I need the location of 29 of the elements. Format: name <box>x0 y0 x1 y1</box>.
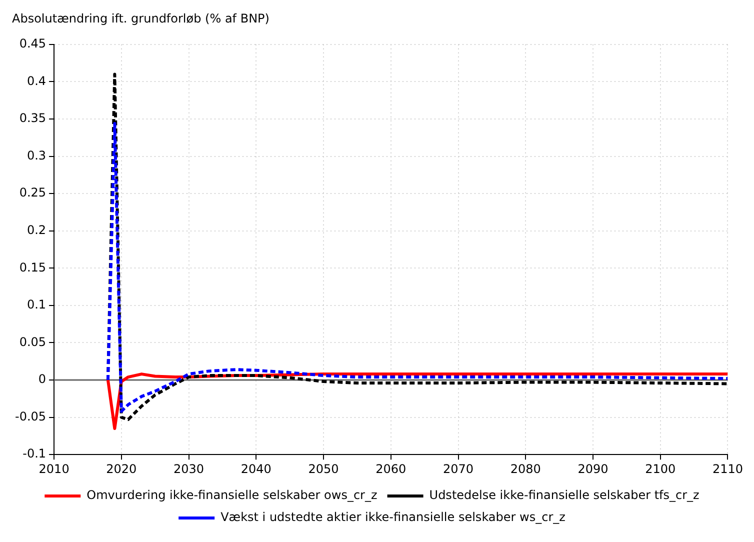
y-tick-label: 0.05 <box>19 334 46 349</box>
y-tick-label: -0.1 <box>22 446 46 461</box>
x-tick-label: 2100 <box>645 462 676 476</box>
x-tick-label: 2110 <box>712 462 744 476</box>
y-tick-label: 0.15 <box>19 260 46 274</box>
y-tick-label: 0.35 <box>19 111 46 126</box>
x-tick-label: 2070 <box>442 462 474 476</box>
x-tick-label: 2050 <box>308 462 339 476</box>
line-series <box>106 122 728 413</box>
line-series <box>106 72 728 422</box>
y-tick-label: 0.1 <box>26 298 46 312</box>
x-tick-label: 2080 <box>510 462 541 476</box>
x-tick-label: 2040 <box>240 462 272 476</box>
y-tick-label: 0.45 <box>19 36 46 51</box>
legend-label: Vækst i udstedte aktier ikke-finansielle selskaber ws_cr_z <box>220 510 566 524</box>
y-tick-label: 0.4 <box>26 74 46 88</box>
y-tick-label: 0.25 <box>19 186 46 200</box>
y-tick-label: 0.3 <box>26 148 46 162</box>
x-tick-label: 2060 <box>376 462 406 476</box>
x-tick-label: 2090 <box>578 462 608 476</box>
y-axis-title: Absolutændring ift. grundforløb (% af BNP) <box>12 11 270 26</box>
legend-label: Omvurdering ikke-finansielle selskaber ows_cr_z <box>86 488 378 502</box>
y-tick-label: -0.05 <box>14 409 46 424</box>
x-tick-label: 2020 <box>106 462 137 476</box>
y-tick-label: 0 <box>38 372 46 386</box>
legend-label: Udstedelse ikke-finansielle selskaber tfs_cr_z <box>429 488 700 502</box>
x-tick-label: 2010 <box>38 462 70 476</box>
y-tick-label: 0.2 <box>26 222 46 237</box>
x-tick-label: 2030 <box>174 462 204 476</box>
